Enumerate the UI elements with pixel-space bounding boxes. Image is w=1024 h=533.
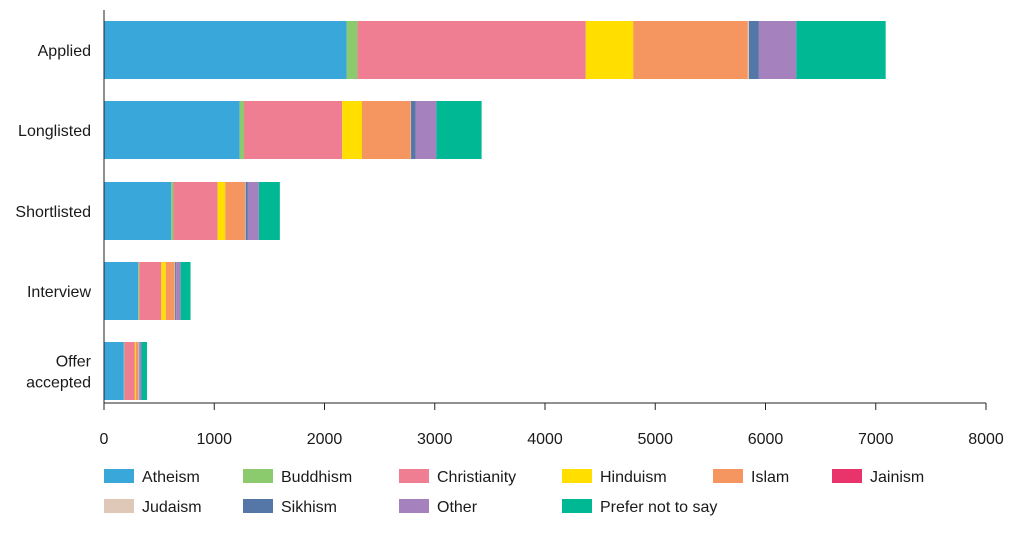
legend-swatch-christianity bbox=[399, 469, 429, 483]
bar-segment-sikhism-shortlisted bbox=[245, 182, 248, 240]
category-label: Longlisted bbox=[18, 123, 91, 140]
bar-segment-other-applied bbox=[758, 21, 797, 79]
legend: Atheism Buddhism Christianity Hinduism Islam… bbox=[104, 469, 924, 516]
bar-segment-sikhism-interview bbox=[175, 262, 177, 320]
x-tick-label: 4000 bbox=[527, 431, 563, 448]
bar-segment-prefer-not-to-say-applied bbox=[796, 21, 886, 79]
x-tick-label: 5000 bbox=[637, 431, 673, 448]
bar-area bbox=[104, 21, 886, 400]
bar-segment-hinduism-shortlisted bbox=[217, 182, 226, 240]
legend-label-buddhism: Buddhism bbox=[281, 469, 352, 486]
category-label: Shortlisted bbox=[15, 204, 91, 221]
legend-label-jainism: Jainism bbox=[870, 469, 924, 486]
legend-swatch-prefer-not-to-say bbox=[562, 499, 592, 513]
legend-label-judaism: Judaism bbox=[142, 499, 202, 516]
bar-segment-other-longlisted bbox=[415, 101, 437, 159]
axes: Applied Longlisted Shortlisted Interview Off… bbox=[15, 10, 1004, 448]
bar-segment-judaism-offer-accepted bbox=[138, 342, 139, 400]
legend-swatch-other bbox=[399, 499, 429, 513]
bar-segment-islam-applied bbox=[633, 21, 748, 79]
legend-swatch-atheism bbox=[104, 469, 134, 483]
bar-segment-hinduism-applied bbox=[585, 21, 634, 79]
x-tick-label: 0 bbox=[100, 431, 109, 448]
legend-swatch-hinduism bbox=[562, 469, 592, 483]
bar-segment-buddhism-longlisted bbox=[239, 101, 245, 159]
bar-segment-judaism-shortlisted bbox=[245, 182, 246, 240]
bar-segment-christianity-longlisted bbox=[244, 101, 343, 159]
legend-swatch-judaism bbox=[104, 499, 134, 513]
legend-label-prefer-not-to-say: Prefer not to say bbox=[600, 499, 717, 516]
x-tick-label: 1000 bbox=[196, 431, 232, 448]
bar-segment-sikhism-offer-accepted bbox=[138, 342, 140, 400]
legend-swatch-islam bbox=[713, 469, 743, 483]
legend-label-christianity: Christianity bbox=[437, 469, 516, 486]
legend-swatch-sikhism bbox=[243, 499, 273, 513]
category-label: Applied bbox=[38, 43, 91, 60]
bar-segment-hinduism-interview bbox=[161, 262, 166, 320]
bar-segment-hinduism-longlisted bbox=[342, 101, 362, 159]
legend-label-atheism: Atheism bbox=[142, 469, 200, 486]
x-tick-label: 8000 bbox=[968, 431, 1004, 448]
bar-segment-atheism-offer-accepted bbox=[104, 342, 124, 400]
bar-segment-buddhism-applied bbox=[346, 21, 358, 79]
bar-segment-christianity-offer-accepted bbox=[124, 342, 135, 400]
bar-segment-islam-longlisted bbox=[361, 101, 411, 159]
x-tick-label: 2000 bbox=[307, 431, 343, 448]
bar-segment-judaism-applied bbox=[747, 21, 749, 79]
bar-segment-christianity-interview bbox=[139, 262, 162, 320]
bar-segment-islam-offer-accepted bbox=[135, 342, 139, 400]
bar-segment-islam-interview bbox=[165, 262, 175, 320]
bar-segment-christianity-shortlisted bbox=[173, 182, 218, 240]
bar-segment-sikhism-applied bbox=[748, 21, 759, 79]
bar-segment-atheism-applied bbox=[104, 21, 347, 79]
bar-segment-prefer-not-to-say-interview bbox=[180, 262, 191, 320]
legend-label-other: Other bbox=[437, 499, 478, 516]
bar-segment-buddhism-interview bbox=[138, 262, 140, 320]
bar-segment-islam-shortlisted bbox=[225, 182, 246, 240]
bar-segment-judaism-longlisted bbox=[410, 101, 412, 159]
bar-segment-atheism-longlisted bbox=[104, 101, 240, 159]
bar-segment-prefer-not-to-say-longlisted bbox=[436, 101, 482, 159]
legend-label-sikhism: Sikhism bbox=[281, 499, 337, 516]
x-tick-label: 3000 bbox=[417, 431, 453, 448]
x-tick-label: 6000 bbox=[748, 431, 784, 448]
bar-segment-buddhism-offer-accepted bbox=[123, 342, 125, 400]
legend-label-hinduism: Hinduism bbox=[600, 469, 667, 486]
category-label: Offer accepted bbox=[26, 354, 92, 392]
bar-segment-prefer-not-to-say-offer-accepted bbox=[141, 342, 147, 400]
legend-swatch-jainism bbox=[832, 469, 862, 483]
category-label: Interview bbox=[27, 284, 91, 301]
legend-swatch-buddhism bbox=[243, 469, 273, 483]
bar-segment-other-interview bbox=[176, 262, 181, 320]
bar-segment-buddhism-shortlisted bbox=[171, 182, 174, 240]
bar-segment-christianity-applied bbox=[357, 21, 586, 79]
legend-label-islam: Islam bbox=[751, 469, 789, 486]
x-tick-label: 7000 bbox=[858, 431, 894, 448]
bar-segment-atheism-interview bbox=[104, 262, 139, 320]
bar-segment-prefer-not-to-say-shortlisted bbox=[258, 182, 280, 240]
bar-segment-hinduism-offer-accepted bbox=[134, 342, 136, 400]
bar-segment-judaism-interview bbox=[174, 262, 176, 320]
bar-segment-other-offer-accepted bbox=[139, 342, 142, 400]
bar-segment-sikhism-longlisted bbox=[411, 101, 416, 159]
bar-segment-atheism-shortlisted bbox=[104, 182, 172, 240]
bar-segment-other-shortlisted bbox=[247, 182, 259, 240]
